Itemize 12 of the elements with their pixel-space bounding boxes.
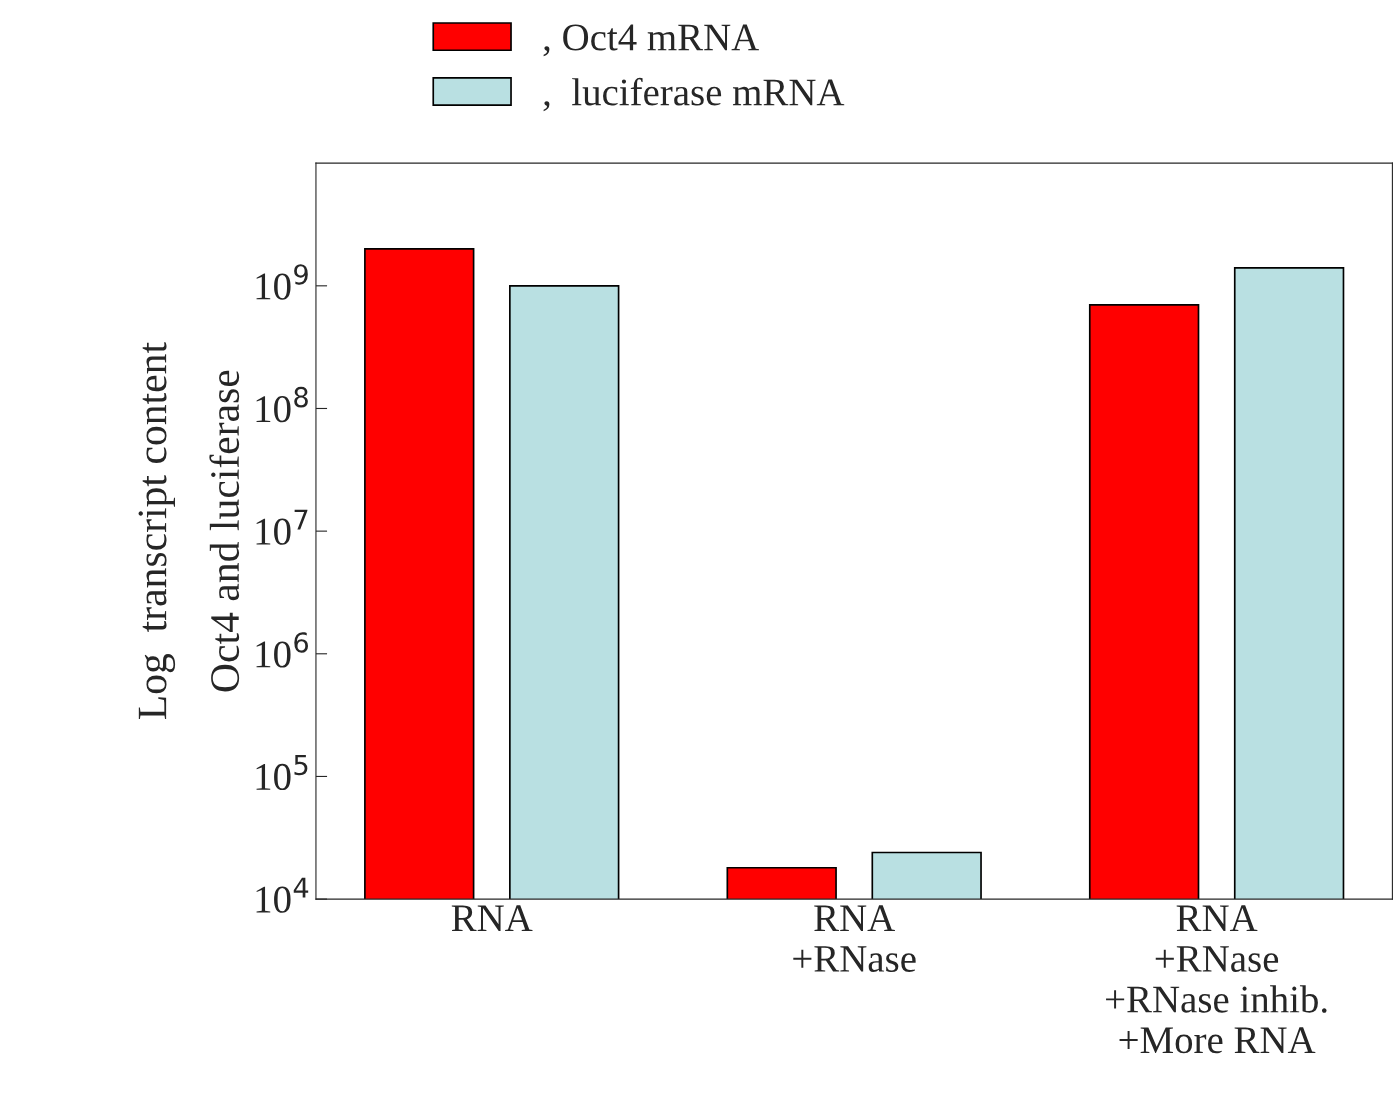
y-axis-title: Log transcript content Oct4 and luciferase	[138, 342, 240, 720]
y-tick-label: 10$^{6}$	[256, 632, 309, 668]
y-tick-label: 10$^{8}$	[256, 386, 308, 423]
x-tick-label: RNA	[451, 905, 533, 931]
y-tick-label: 10$^{7}$	[256, 509, 308, 545]
legend-label: , Oct4 mRNA	[543, 24, 759, 57]
y-tick-label: 10$^{9}$	[256, 264, 308, 300]
x-tick-label: RNA +RNase +RNase inhib. +More RNA	[1106, 905, 1327, 1054]
y-tick-label: 10$^{4}$	[256, 877, 309, 913]
y-tick-label: 10$^{5}$	[256, 755, 308, 791]
x-tick-label: RNA +RNase	[793, 905, 916, 972]
legend-label: , luciferase mRNA	[543, 77, 845, 112]
